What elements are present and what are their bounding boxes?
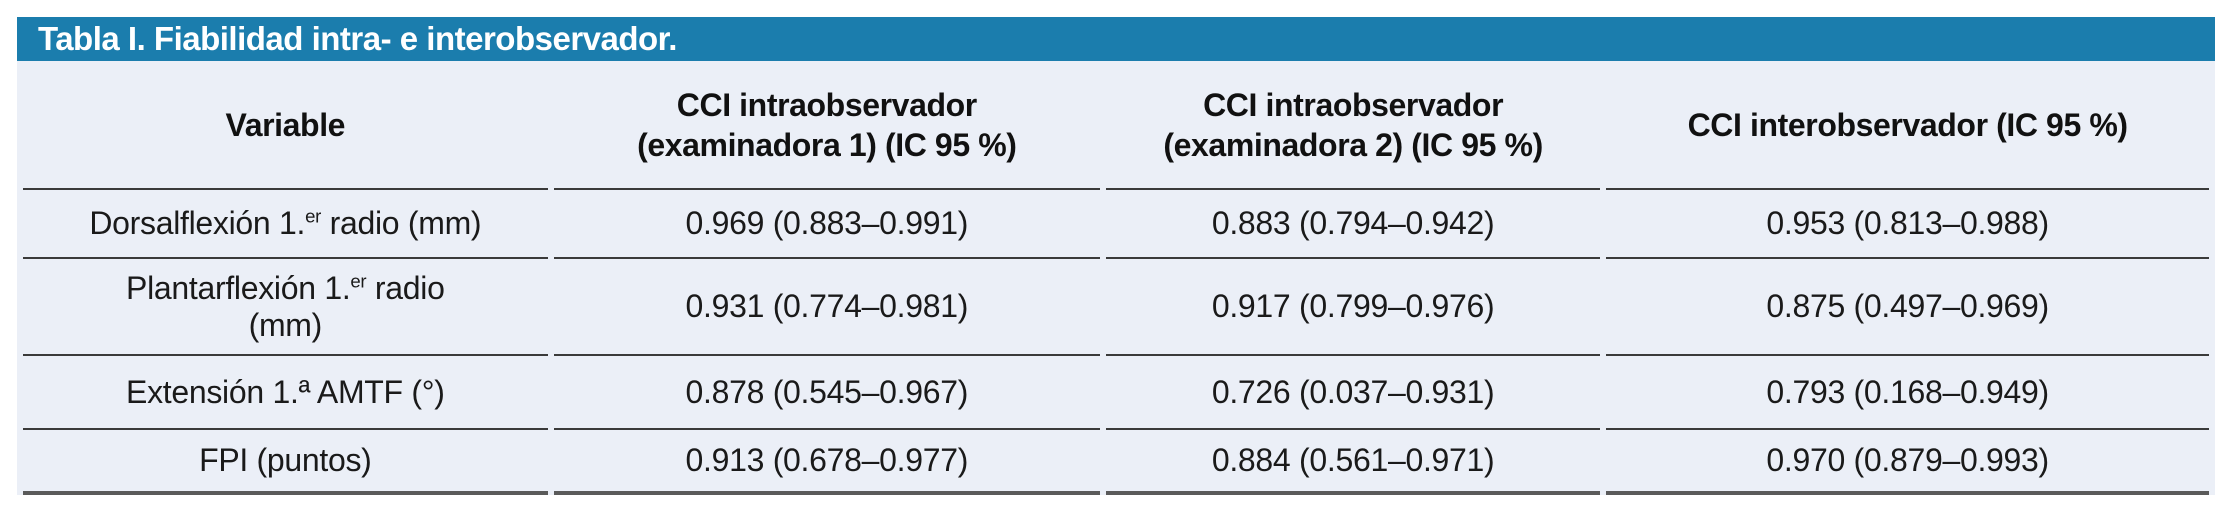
value-cell: 0.883 (0.794–0.942) (1105, 190, 1601, 259)
header-line2: (examinadora 1) (IC 95 %) (637, 126, 1017, 163)
variable-text: FPI (puntos) (199, 442, 372, 479)
ordinal-superscript: er (350, 270, 367, 292)
column-header-cci-intra-2: CCI intraobservador (examinadora 2) (IC … (1105, 61, 1601, 190)
variable-text-suffix: radio (366, 269, 445, 306)
variable-text: Dorsalflexión 1. (89, 205, 306, 242)
table-row-extension: Extensión 1.ª AMTF (°) 0.878 (0.545–0.96… (23, 356, 2209, 430)
header-line1: Variable (225, 106, 346, 143)
table-title-bar: Tabla I. Fiabilidad intra- e interobserv… (17, 17, 2215, 61)
ordinal-superscript: er (305, 205, 322, 227)
column-header-cci-inter: CCI interobservador (IC 95 %) (1606, 61, 2209, 190)
value-cell: 0.793 (0.168–0.949) (1606, 356, 2209, 430)
variable-cell: Extensión 1.ª AMTF (°) (23, 356, 548, 430)
value-cell: 0.726 (0.037–0.931) (1105, 356, 1601, 430)
variable-cell: FPI (puntos) (23, 430, 548, 495)
value-cell: 0.970 (0.879–0.993) (1606, 430, 2209, 495)
table-row-plantarflexion: Plantarflexión 1.er radio (mm) 0.931 (0.… (23, 259, 2209, 356)
variable-cell: Dorsalflexión 1.er radio (mm) (23, 190, 548, 259)
column-header-cci-intra-1: CCI intraobservador (examinadora 1) (IC … (553, 61, 1100, 190)
variable-cell: Plantarflexión 1.er radio (mm) (23, 259, 548, 356)
variable-text: Extensión 1.ª AMTF (°) (126, 373, 445, 410)
header-line1: CCI interobservador (IC 95 %) (1687, 106, 2128, 143)
header-line1: CCI intraobservador (676, 86, 977, 123)
reliability-table: Variable CCI intraobservador (examinador… (17, 61, 2215, 495)
variable-line2: (mm) (248, 306, 323, 343)
table-row-fpi: FPI (puntos) 0.913 (0.678–0.977) 0.884 (… (23, 430, 2209, 495)
value-cell: 0.931 (0.774–0.981) (553, 259, 1100, 356)
value-cell: 0.969 (0.883–0.991) (553, 190, 1100, 259)
variable-text-suffix: radio (mm) (321, 205, 482, 242)
table-row-dorsalflexion: Dorsalflexión 1.er radio (mm) 0.969 (0.8… (23, 190, 2209, 259)
value-cell: 0.875 (0.497–0.969) (1606, 259, 2209, 356)
column-header-variable: Variable (23, 61, 548, 190)
header-line1: CCI intraobservador (1203, 86, 1504, 123)
table-body: Variable CCI intraobservador (examinador… (17, 61, 2215, 495)
value-cell: 0.878 (0.545–0.967) (553, 356, 1100, 430)
value-cell: 0.913 (0.678–0.977) (553, 430, 1100, 495)
value-cell: 0.917 (0.799–0.976) (1105, 259, 1601, 356)
reliability-table-figure: Tabla I. Fiabilidad intra- e interobserv… (17, 17, 2215, 495)
value-cell: 0.884 (0.561–0.971) (1105, 430, 1601, 495)
variable-text: Plantarflexión 1. (126, 269, 351, 306)
table-title: Tabla I. Fiabilidad intra- e interobserv… (38, 20, 677, 57)
header-row: Variable CCI intraobservador (examinador… (23, 61, 2209, 190)
header-line2: (examinadora 2) (IC 95 %) (1163, 126, 1543, 163)
value-cell: 0.953 (0.813–0.988) (1606, 190, 2209, 259)
